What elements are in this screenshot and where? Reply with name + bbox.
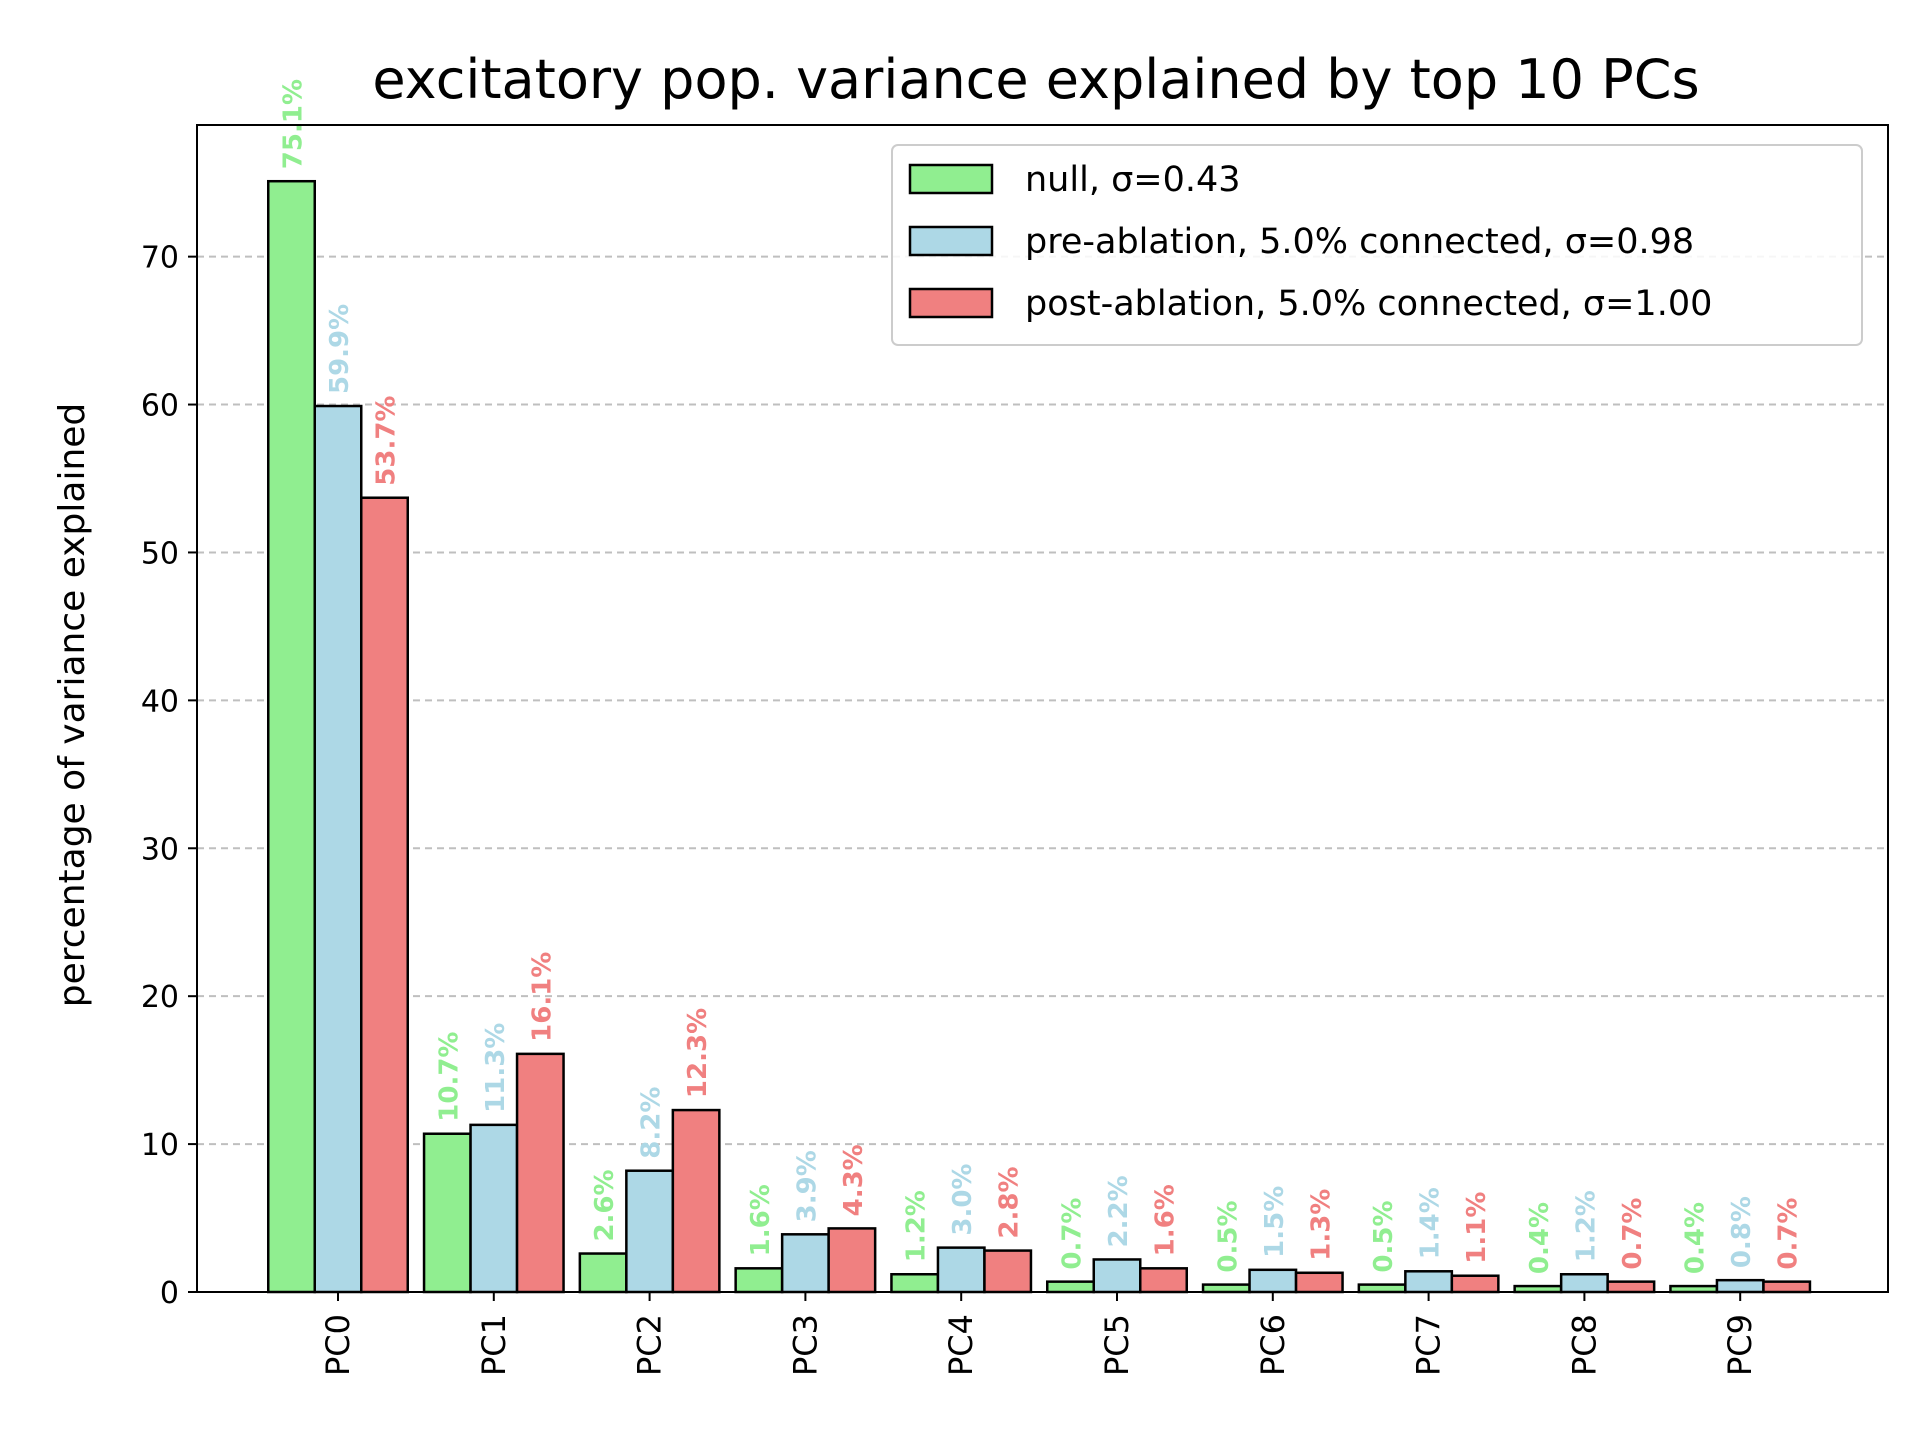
bar-pc1-s1 [469, 1123, 519, 1294]
bar-value-label: 4.3% [839, 1144, 869, 1216]
legend-swatch [908, 163, 994, 195]
bar-pc3-s0 [734, 1267, 784, 1294]
bar-pc0-s2 [360, 496, 409, 1294]
x-tick-label: PC1 [475, 1314, 513, 1376]
plot-frame [196, 124, 1889, 1293]
bar-pc4-s2 [983, 1249, 1033, 1294]
bar-value-label: 3.9% [792, 1150, 822, 1222]
bar-pc1-s0 [422, 1132, 472, 1294]
y-tick-label: 70 [141, 241, 179, 276]
bar-value-label: 1.4% [1416, 1187, 1446, 1259]
bar-value-label: 1.1% [1462, 1192, 1492, 1264]
bar-value-label: 11.3% [481, 1023, 511, 1113]
bar-pc6-s0 [1201, 1283, 1251, 1294]
y-tick-label: 60 [141, 389, 179, 424]
bar-pc5-s0 [1046, 1280, 1095, 1294]
bar-pc5-s1 [1092, 1258, 1142, 1294]
x-tick-label: PC9 [1721, 1314, 1759, 1376]
legend-swatch [908, 225, 994, 257]
x-tick-label: PC4 [942, 1314, 980, 1376]
bar-value-label: 1.6% [746, 1184, 776, 1256]
bar-value-labels: 75.1%59.9%53.7%10.7% 11.3%16.1%2.6%8.2%12… [279, 79, 1804, 1274]
bar-pc8-s2 [1606, 1280, 1656, 1294]
bar-pc0-s0 [267, 179, 316, 1294]
legend-box [891, 144, 1863, 346]
bar-pc9-s2 [1762, 1280, 1812, 1294]
x-tick-label: PC0 [319, 1314, 357, 1376]
y-tick-label: 0 [160, 1276, 179, 1311]
x-tick-label: PC8 [1565, 1314, 1603, 1376]
bar-value-label: 1.3% [1306, 1189, 1336, 1261]
bar-value-label: 0.5% [1213, 1200, 1243, 1272]
bar-value-label: 1.2% [1571, 1190, 1601, 1262]
bar-value-label: 12.3% [683, 1008, 713, 1098]
y-tick-label: 30 [141, 832, 179, 867]
bar-pc4-s0 [890, 1273, 940, 1294]
bar-pc2-s0 [578, 1252, 628, 1294]
bar-pc5-s2 [1139, 1267, 1188, 1294]
bar-pc3-s1 [780, 1233, 830, 1294]
bar-pc0-s1 [313, 404, 363, 1294]
bar-value-label: 2.6% [590, 1169, 620, 1241]
x-tick-label: PC6 [1254, 1314, 1292, 1376]
bar-value-label: 0.8% [1727, 1196, 1757, 1268]
bar-pc2-s1 [625, 1169, 675, 1294]
bar-pc8-s1 [1559, 1273, 1609, 1294]
bar-value-label: 2.2% [1104, 1175, 1134, 1247]
bar-value-label: 2.8% [995, 1166, 1025, 1238]
bar-value-label: 10.7% [434, 1032, 464, 1122]
bar-pc1-s2 [515, 1052, 565, 1294]
bar-pc6-s1 [1248, 1268, 1298, 1294]
bar-value-label: 1.6% [1151, 1184, 1181, 1256]
y-axis-label: percentage of variance explained [52, 403, 93, 1008]
legend-swatch [908, 287, 994, 319]
bar-value-label: 0.4% [1525, 1202, 1555, 1274]
bar-value-label: 0.7% [1618, 1198, 1648, 1270]
bar-pc7-s2 [1450, 1274, 1500, 1294]
y-tick-label: 50 [141, 536, 179, 571]
bar-value-label: 3.0% [948, 1164, 978, 1236]
x-tick-label: PC5 [1098, 1314, 1136, 1376]
bar-pc2-s2 [671, 1108, 721, 1294]
y-tick-label: 40 [141, 684, 179, 719]
axes: 0 10 20 30 40 50 60 70 PC0 PC1 PC2 PC3 PC4 PC5 PC6 PC7 P… [141, 241, 1759, 1376]
bar-value-label: 0.7% [1774, 1198, 1804, 1270]
bar-value-label: 0.4% [1681, 1202, 1711, 1274]
legend-entry-label: post-ablation, 5.0% connected, σ=1.00 [1025, 284, 1712, 324]
bar-pc7-s1 [1404, 1270, 1454, 1294]
bar-pc4-s1 [936, 1246, 986, 1294]
legend-entry-label: null, σ=0.43 [1025, 160, 1241, 200]
chart-title: excitatory pop. variance explained by to… [372, 48, 1699, 111]
bar-pc9-s1 [1715, 1278, 1765, 1294]
bar-pc7-s0 [1357, 1283, 1407, 1294]
bar-value-label: 0.5% [1369, 1200, 1399, 1272]
bar-value-label: 8.2% [637, 1087, 667, 1159]
bar-pc6-s2 [1294, 1271, 1344, 1294]
bar-value-label: 1.2% [902, 1190, 932, 1262]
y-tick-label: 10 [141, 1128, 179, 1163]
legend-entry-label: pre-ablation, 5.0% connected, σ=0.98 [1025, 222, 1694, 262]
x-tick-label: PC2 [631, 1314, 669, 1376]
bar-pc3-s2 [827, 1227, 877, 1294]
y-tick-label: 20 [141, 980, 179, 1015]
bar-value-label: 1.5% [1260, 1186, 1290, 1258]
bar-value-label: 16.1% [527, 952, 557, 1042]
x-tick-label: PC3 [786, 1314, 824, 1376]
x-tick-label: PC7 [1410, 1314, 1448, 1376]
bar-value-label: 53.7% [372, 396, 402, 486]
bar-value-label: 59.9% [325, 304, 355, 394]
bar-value-label: 0.7% [1058, 1198, 1088, 1270]
legend: null, σ=0.43 pre-ablation, 5.0% connected… [891, 144, 1863, 346]
